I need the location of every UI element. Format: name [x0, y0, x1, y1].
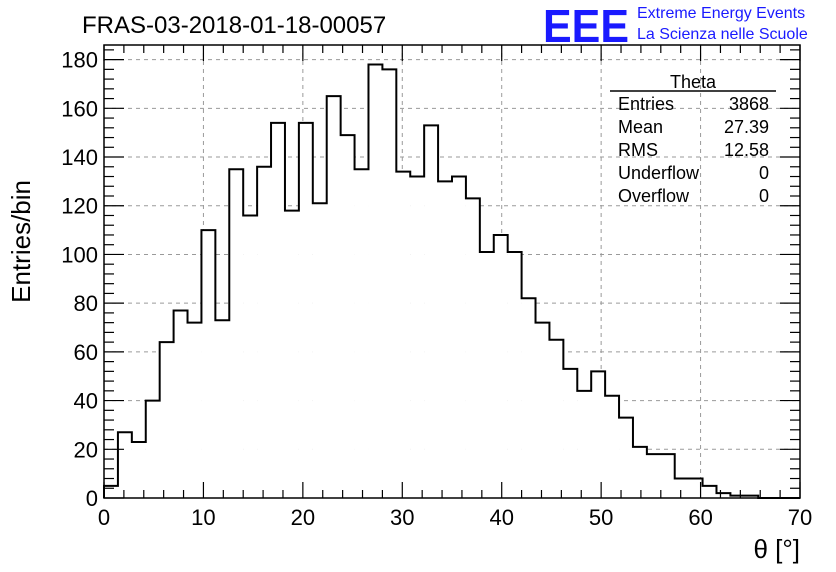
histogram-bar: [243, 215, 258, 498]
histogram-bar: [131, 441, 146, 498]
histogram-bar: [284, 210, 299, 498]
histogram-bar: [619, 417, 633, 498]
histogram-bars: [103, 63, 800, 499]
histogram-bar: [716, 493, 731, 498]
histogram-bar: [229, 169, 244, 499]
histogram-bar: [744, 495, 759, 498]
histogram-bar: [215, 320, 230, 498]
histogram-bar: [396, 171, 411, 499]
stats-row-value: 27.39: [724, 117, 769, 137]
stats-row-label: Entries: [618, 94, 674, 114]
x-tick-label: 60: [688, 505, 712, 530]
y-axis-title: Entries/bin: [6, 180, 36, 303]
y-tick-label: 80: [74, 291, 98, 316]
histogram-bar: [730, 495, 745, 498]
x-tick-label: 0: [98, 505, 110, 530]
x-axis-title: θ [°]: [753, 534, 800, 564]
stats-row-label: Overflow: [618, 186, 690, 206]
histogram-bar: [632, 446, 647, 498]
histogram-bar: [660, 454, 675, 498]
histogram-bar: [424, 125, 439, 498]
stats-row-value: 0: [759, 186, 769, 206]
logo-line-2: La Scienza nelle Scuole: [637, 26, 808, 43]
x-axis-ticks: 0 10 20 30 40 50 60 70: [98, 45, 812, 530]
histogram-bar: [159, 342, 174, 498]
histogram-bar: [201, 230, 216, 498]
histogram-bar: [507, 252, 522, 498]
histogram-bar: [646, 454, 661, 498]
histogram-bar: [104, 485, 118, 498]
histogram-bar: [493, 234, 508, 498]
histogram-bar: [521, 298, 536, 498]
chart-title: FRAS-03-2018-01-18-00057: [82, 12, 386, 39]
histogram-bar: [298, 122, 313, 498]
histogram-bar: [117, 432, 132, 498]
histogram-bar: [577, 390, 592, 498]
stats-row-value: 3868: [729, 94, 769, 114]
stats-row-label: Mean: [618, 117, 663, 137]
histogram-bar: [452, 176, 466, 499]
histogram-bar: [271, 122, 285, 498]
histogram-bar: [479, 252, 494, 498]
plot-frame: [103, 44, 801, 499]
histogram-bar: [340, 135, 355, 498]
stats-row-value: 12.58: [724, 140, 769, 160]
histogram-bar: [187, 322, 202, 498]
logo-mark: EEE: [543, 0, 629, 52]
stats-box: Theta Entries 3868 Mean 27.39 RMS 12.58 Underf…: [610, 72, 776, 206]
stats-row-value: 0: [759, 163, 769, 183]
histogram-bar: [145, 400, 160, 498]
histogram-bar: [382, 69, 397, 499]
stats-row-label: Underflow: [618, 163, 700, 183]
histogram-bar: [312, 203, 327, 498]
histogram-bar: [605, 395, 620, 498]
histogram-bar: [549, 339, 564, 498]
eee-logo: EEE Extreme Energy Events La Scienza nel…: [543, 0, 808, 52]
histogram-bar: [563, 368, 578, 498]
histogram-bar: [702, 485, 717, 498]
x-tick-label: 20: [291, 505, 315, 530]
x-tick-label: 30: [390, 505, 414, 530]
x-tick-label: 40: [489, 505, 513, 530]
x-tick-label: 70: [788, 505, 812, 530]
y-tick-label: 0: [86, 486, 98, 511]
histogram-bar: [535, 322, 550, 498]
histogram-bar: [368, 64, 383, 498]
histogram-bar: [465, 198, 480, 498]
y-tick-label: 40: [74, 389, 98, 414]
stats-row-label: RMS: [618, 140, 658, 160]
histogram-bar: [688, 478, 703, 498]
stats-rows: Entries 3868 Mean 27.39 RMS 12.58 Underflow 0 Ov…: [618, 94, 769, 206]
x-tick-label: 50: [589, 505, 613, 530]
y-tick-label: 160: [61, 96, 98, 121]
y-tick-label: 60: [74, 340, 98, 365]
y-tick-label: 140: [61, 145, 98, 170]
histogram-bar: [591, 371, 606, 498]
histogram-bar: [354, 169, 369, 499]
histogram-bar: [173, 310, 188, 498]
y-axis-ticks: 0 20 40 60 80 100 120 140 160 180: [61, 48, 800, 511]
histogram-outline: [103, 63, 800, 499]
histogram-bar: [257, 166, 272, 498]
y-tick-label: 120: [61, 194, 98, 219]
y-tick-label: 20: [74, 437, 98, 462]
y-tick-label: 180: [61, 48, 98, 73]
stats-box-name: Theta: [670, 72, 717, 92]
y-tick-label: 100: [61, 242, 98, 267]
histogram-bar: [326, 96, 341, 498]
histogram-bar: [674, 478, 689, 498]
x-tick-label: 10: [191, 505, 215, 530]
histogram-bar: [438, 181, 452, 499]
histogram-bar: [410, 176, 425, 499]
logo-line-1: Extreme Energy Events: [637, 5, 805, 22]
